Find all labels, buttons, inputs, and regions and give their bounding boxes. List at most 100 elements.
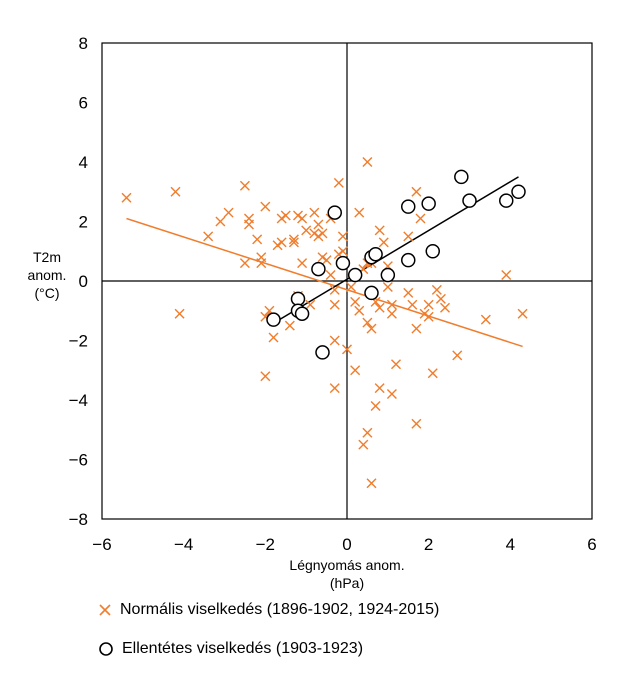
x-marker-point [333,177,344,188]
x-marker-point [382,281,393,292]
y-tick-label: −8 [69,510,88,529]
x-marker-point [366,478,377,489]
x-marker-point [354,207,365,218]
x-marker-point [244,213,254,224]
trendlines [126,176,523,348]
circle-marker-point [335,255,351,271]
x-tick-label: −2 [256,535,275,554]
x-marker-point [423,311,434,322]
legend-label-normal: Normális viselkedés (1896-1902, 1924-201… [120,601,440,618]
legend-label-opposite: Ellentétes viselkedés (1903-1923) [122,640,364,657]
x-axis-label: Légnyomás anom. (hPa) [289,557,404,591]
legend-item-normal: Normális viselkedés (1896-1902, 1924-201… [98,601,439,619]
x-tick-label: 4 [506,535,515,554]
x-marker-point [440,302,450,313]
x-marker-point [403,231,414,242]
trendline [269,176,519,327]
circle-marker-point [311,261,326,277]
x-marker-point [309,228,320,239]
circle-marker-point [266,312,281,327]
x-marker-point [411,418,422,429]
x-marker-point [480,314,491,325]
y-tick-label: 2 [79,213,88,232]
x-marker-point [305,299,316,310]
x-marker-point [374,302,385,313]
x-marker-point [223,207,234,218]
x-marker-point [239,180,250,191]
x-tick-label: −6 [92,535,111,554]
circle-marker-point [364,285,379,301]
x-marker-point [386,389,397,400]
circle-marker-point [347,267,363,283]
x-marker-point [301,225,312,236]
x-marker-point [329,284,340,295]
x-tick-label: 6 [587,535,596,554]
x-marker-point [423,299,434,310]
x-marker-point [174,308,185,319]
circle-marker-point [425,244,440,259]
y-tick-label: 4 [79,153,88,172]
circle-marker-icon [99,642,113,656]
circle-marker-point [327,205,342,220]
x-marker-point [362,317,373,328]
y-axis-label-line: (°C) [34,285,59,301]
x-marker-point [317,252,328,263]
x-marker-point [354,305,365,316]
x-marker-point [452,350,463,361]
x-axis-label-line: (hPa) [330,575,364,591]
x-tick-label: 0 [342,535,351,554]
x-marker-point [276,213,287,224]
x-marker-point [366,323,377,334]
y-axis-label-line: T2m [33,249,61,265]
x-marker-point [362,157,373,167]
circle-marker-point [315,345,330,360]
x-marker-point [313,219,324,230]
x-marker-point [411,186,422,197]
x-marker-point [337,246,348,257]
x-marker-point [297,213,308,224]
y-tick-label: −2 [69,332,88,351]
x-tick-label: 2 [424,535,433,554]
x-marker-point [297,258,308,269]
circle-marker-point [368,246,383,262]
y-tick-label: 8 [79,34,88,53]
x-marker-point [313,231,324,242]
x-marker-point [329,335,340,346]
x-marker-point [350,296,361,307]
circle-marker-point [511,184,526,199]
x-marker-point [370,400,381,411]
x-marker-point [239,258,250,269]
x-marker-point [293,210,303,221]
x-marker-point [342,344,352,355]
x-marker-point [260,371,271,382]
circle-marker-point [290,291,306,307]
x-marker-point [346,281,357,292]
x-marker-point [260,201,271,212]
x-marker-point [501,270,512,281]
x-marker-point [386,308,397,319]
x-marker-point [170,186,181,197]
x-marker-point [284,320,295,331]
x-marker-point [403,287,414,298]
x-marker-point [358,439,369,450]
x-marker-point [337,231,348,242]
x-marker-point [309,207,320,218]
x-marker-point [386,299,397,310]
legend-item-opposite: Ellentétes viselkedés (1903-1923) [98,640,363,658]
x-marker-point [121,192,132,203]
x-marker-point [329,299,340,310]
circle-marker-point [462,193,477,208]
circle-marker-point [454,169,469,185]
x-marker-point [280,210,291,221]
x-marker-point [362,427,373,438]
x-marker-point [378,237,389,248]
y-axis-label: T2m anom. (°C) [28,249,67,301]
x-marker-point [427,368,438,379]
zero-axes [102,43,592,519]
x-tick-label: −4 [174,535,193,554]
x-marker-point [374,383,385,394]
x-marker-icon [99,604,111,616]
circle-marker-point [401,199,416,214]
x-marker-point [350,365,361,376]
